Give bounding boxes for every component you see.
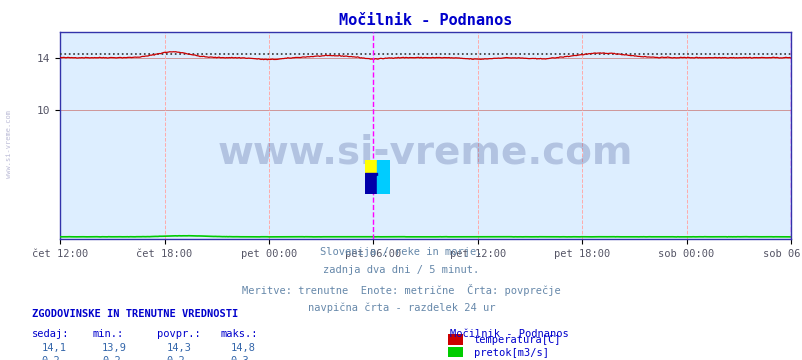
Text: www.si-vreme.com: www.si-vreme.com bbox=[217, 134, 633, 171]
Title: Močilnik - Podnanos: Močilnik - Podnanos bbox=[338, 13, 512, 28]
Text: ZGODOVINSKE IN TRENUTNE VREDNOSTI: ZGODOVINSKE IN TRENUTNE VREDNOSTI bbox=[32, 309, 238, 319]
Text: 0,3: 0,3 bbox=[230, 356, 249, 360]
Text: www.si-vreme.com: www.si-vreme.com bbox=[6, 110, 12, 178]
Text: Slovenija / reke in morje.: Slovenija / reke in morje. bbox=[320, 247, 482, 257]
Text: 13,9: 13,9 bbox=[102, 343, 127, 353]
Text: 0,2: 0,2 bbox=[42, 356, 60, 360]
Text: zadnja dva dni / 5 minut.: zadnja dva dni / 5 minut. bbox=[323, 265, 479, 275]
Text: maks.:: maks.: bbox=[221, 329, 258, 339]
Text: min.:: min.: bbox=[92, 329, 124, 339]
Text: navpična črta - razdelek 24 ur: navpična črta - razdelek 24 ur bbox=[307, 303, 495, 313]
Text: 0,2: 0,2 bbox=[166, 356, 184, 360]
Text: sedaj:: sedaj: bbox=[32, 329, 70, 339]
Text: Močilnik - Podnanos: Močilnik - Podnanos bbox=[449, 329, 568, 339]
Text: 14,3: 14,3 bbox=[166, 343, 191, 353]
Text: povpr.:: povpr.: bbox=[156, 329, 200, 339]
Text: 14,1: 14,1 bbox=[42, 343, 67, 353]
Text: 0,2: 0,2 bbox=[102, 356, 120, 360]
Text: Meritve: trenutne  Enote: metrične  Črta: povprečje: Meritve: trenutne Enote: metrične Črta: … bbox=[242, 284, 560, 296]
Text: 14,8: 14,8 bbox=[230, 343, 255, 353]
Text: temperatura[C]: temperatura[C] bbox=[473, 335, 561, 345]
Text: pretok[m3/s]: pretok[m3/s] bbox=[473, 348, 548, 358]
